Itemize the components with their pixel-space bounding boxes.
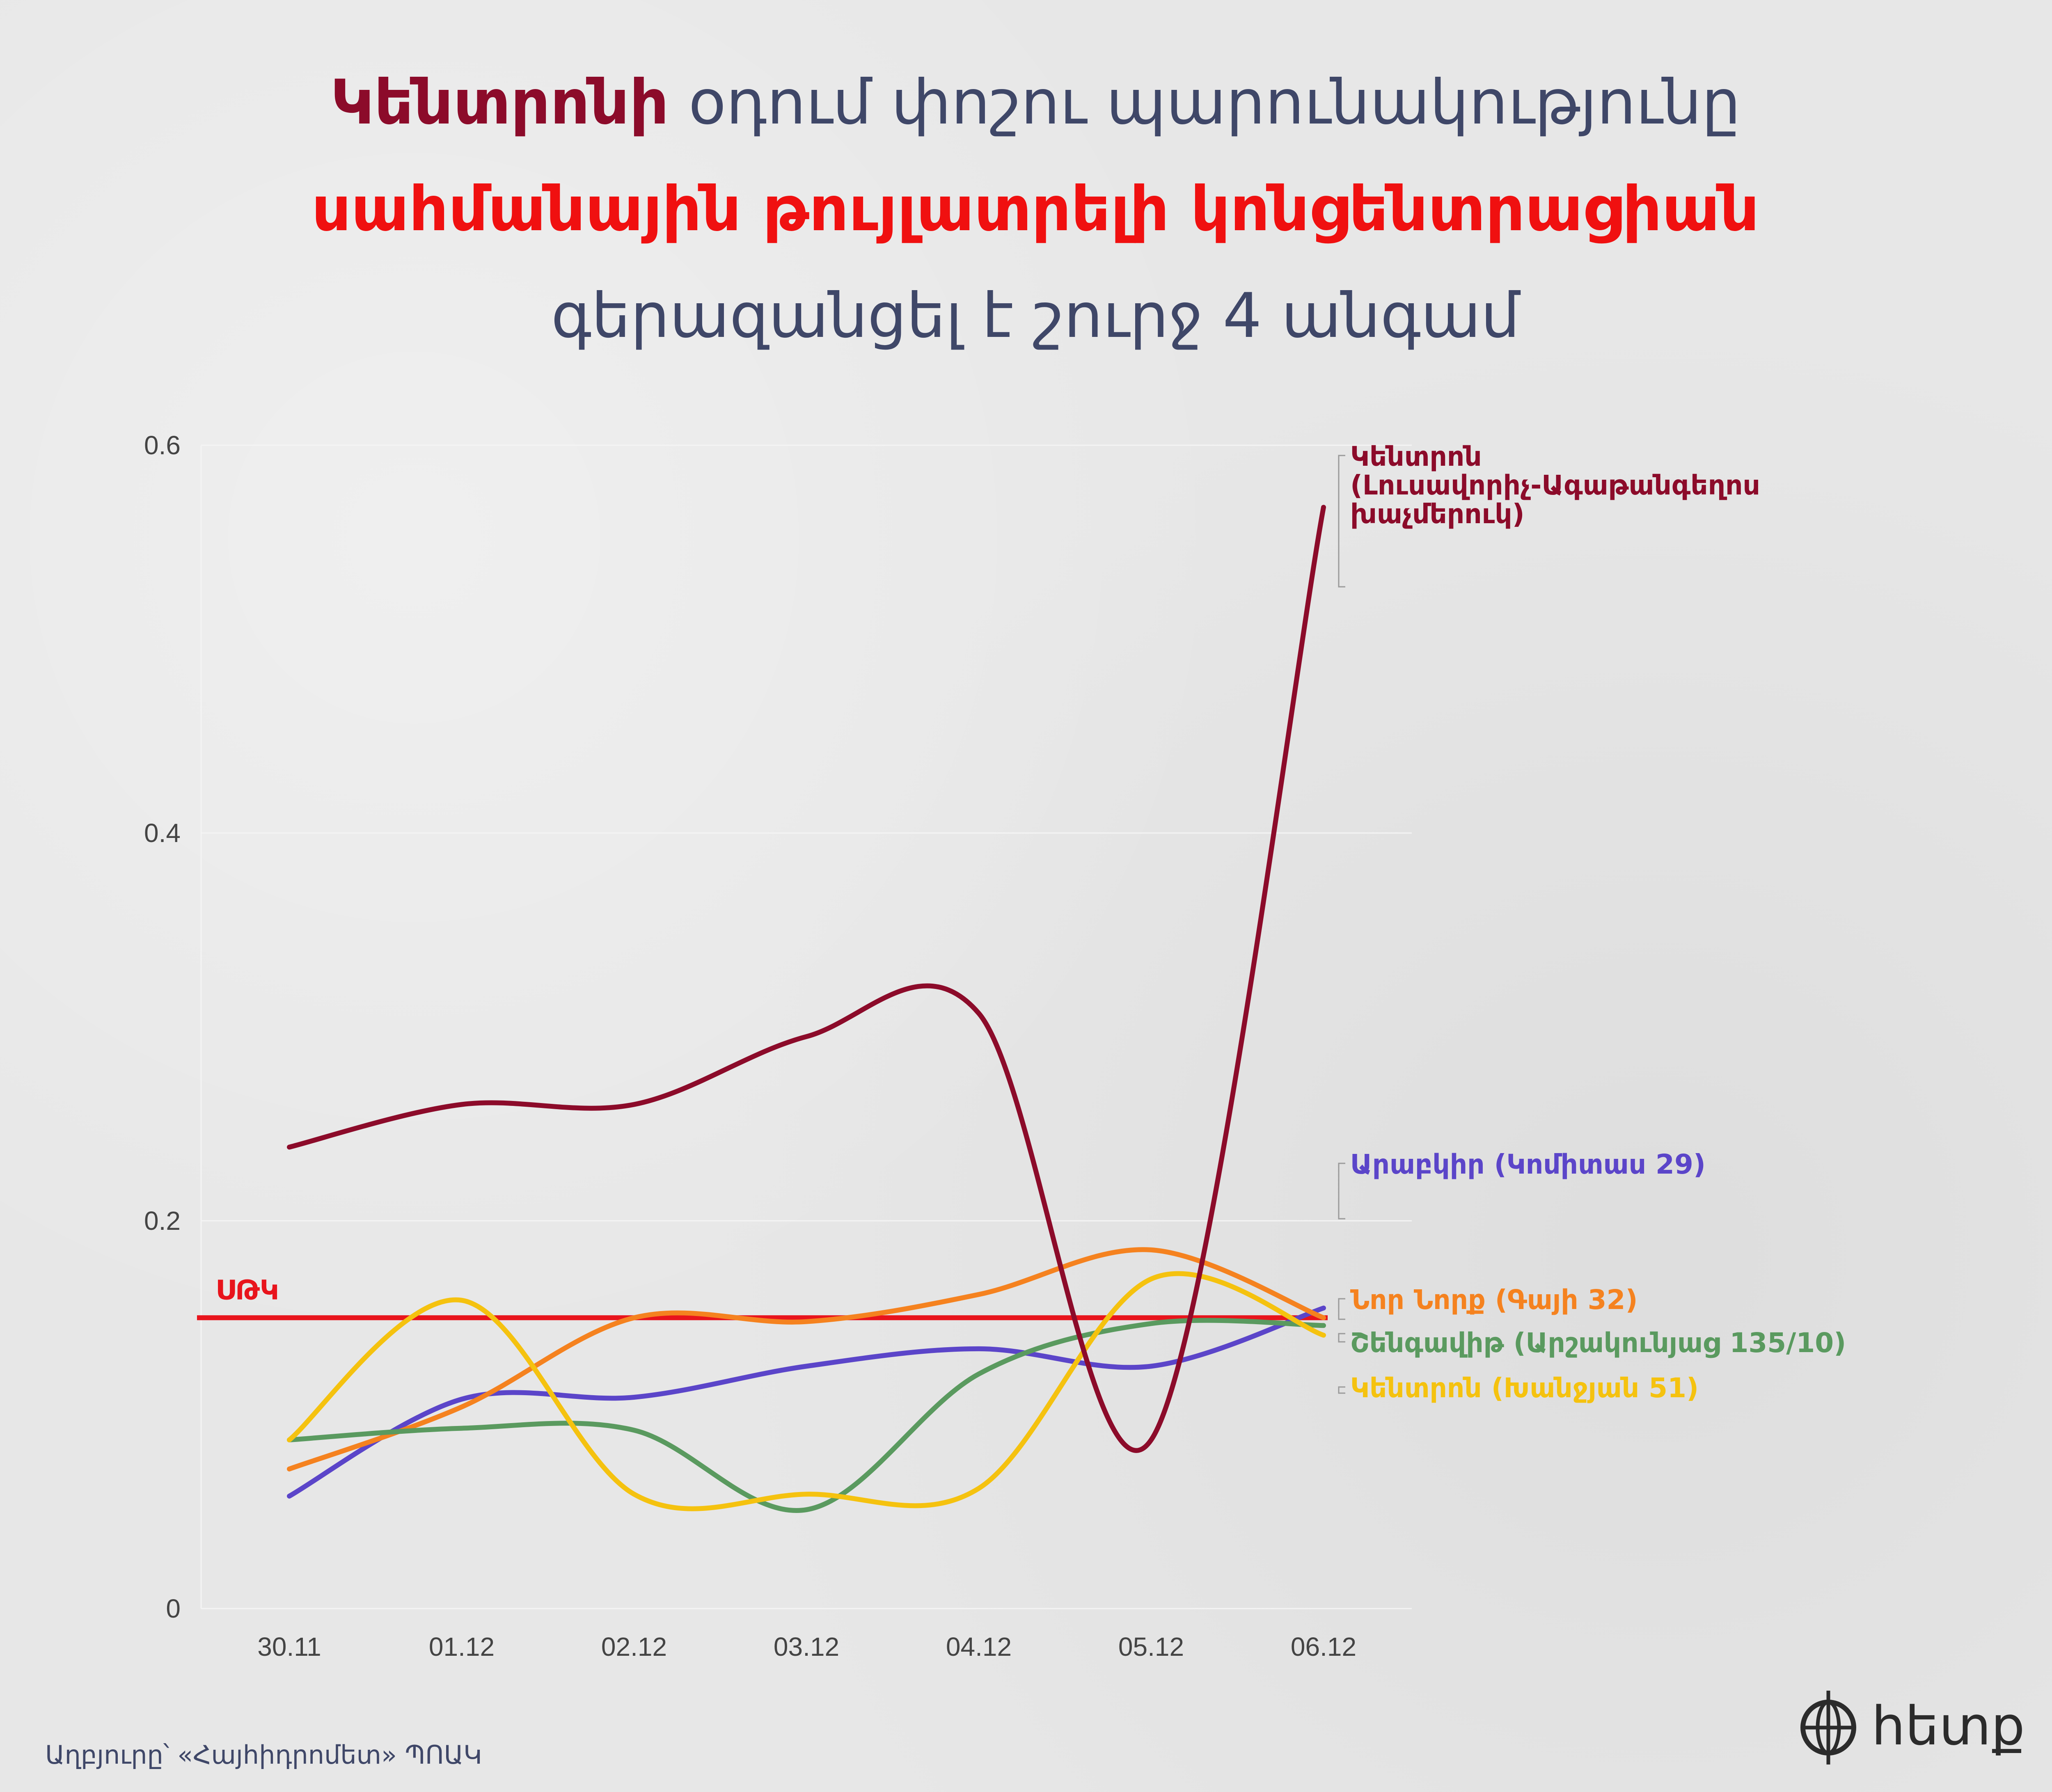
label-leader <box>1338 1163 1345 1220</box>
series-labels: Կենտրոն (Լուսավորիչ-Ագաթանգեղոս խաչմերուկ)… <box>1338 441 1846 1404</box>
globe-icon <box>1800 1691 1856 1765</box>
x-tick-label: 30.11 <box>257 1632 321 1662</box>
y-tick-label: 0.4 <box>144 818 181 848</box>
y-tick-label: 0.6 <box>144 430 181 460</box>
x-tick-label: 01.12 <box>429 1632 495 1662</box>
series-label-line: Արաբկիր (Կոմիտաս 29) <box>1350 1149 1706 1180</box>
series-line-2 <box>287 1305 1326 1499</box>
series-line-1 <box>287 505 1326 1453</box>
x-tick-label: 05.12 <box>1118 1632 1184 1662</box>
series-lines <box>287 505 1326 1513</box>
series-label-1: Կենտրոն (Լուսավորիչ-Ագաթանգեղոս խաչմերուկ) <box>1350 441 1760 530</box>
title-line-1-rest: օդում փոշու պարունակությունը <box>669 67 1741 138</box>
series-label-2: Արաբկիր (Կոմիտաս 29) <box>1350 1149 1706 1180</box>
title-line-3: գերազանցել է շուրջ 4 անգամ <box>551 280 1520 352</box>
x-tick-label: 02.12 <box>601 1632 667 1662</box>
threshold-label: ՍԹԿ <box>215 1274 279 1306</box>
series-label-line: Կենտրոն (Խանջյան 51) <box>1350 1372 1699 1404</box>
series-line-3 <box>287 1247 1326 1472</box>
series-label-3: Նոր Նորք (Գայի 32) <box>1350 1284 1638 1316</box>
series-label-line: (Լուսավորիչ-Ագաթանգեղոս <box>1350 469 1760 501</box>
label-leader <box>1338 1386 1345 1394</box>
series-line-5 <box>287 1271 1326 1511</box>
series-line-4 <box>287 1318 1326 1513</box>
logo-text: hետք <box>1871 1695 2025 1757</box>
title-highlight: Կենտրոնի <box>330 67 669 138</box>
series-label-4: Շենգավիթ (Արշակունյաց 135/10) <box>1350 1327 1846 1359</box>
threshold-group: ՍԹԿ <box>197 1274 1328 1321</box>
x-tick-label: 06.12 <box>1291 1632 1356 1662</box>
label-leader <box>1338 1298 1345 1320</box>
series-label-line: Շենգավիթ (Արշակունյաց 135/10) <box>1350 1327 1846 1359</box>
x-tick-label: 03.12 <box>774 1632 839 1662</box>
axes: 0 0.2 0.4 0.6 30.11 01.12 02.12 03.12 04.12 05.12… <box>144 430 1356 1662</box>
source-note: Աղբյուրը՝ «Հայհիդրոմետ» ՊՈԱԿ <box>45 1740 482 1770</box>
x-tick-label: 04.12 <box>946 1632 1012 1662</box>
chart-title: Կենտրոնի օդում փոշու պարունակությունը սա… <box>0 49 2052 369</box>
logo: hետք <box>1793 1682 2040 1773</box>
series-label-line: խաչմերուկ) <box>1350 498 1525 530</box>
series-label-5: Կենտրոն (Խանջյան 51) <box>1350 1372 1699 1404</box>
title-line-1: Կենտրոնի օդում փոշու պարունակությունը <box>0 49 2052 156</box>
label-leader <box>1338 1333 1345 1343</box>
y-tick-label: 0.2 <box>144 1206 181 1236</box>
series-label-line: Կենտրոն <box>1350 441 1482 472</box>
title-line-2: սահմանային թույլատրելի կոնցենտրացիան <box>311 174 1759 245</box>
y-tick-label: 0 <box>166 1594 181 1623</box>
label-leader <box>1338 455 1345 588</box>
series-label-line: Նոր Նորք (Գայի 32) <box>1350 1284 1638 1316</box>
